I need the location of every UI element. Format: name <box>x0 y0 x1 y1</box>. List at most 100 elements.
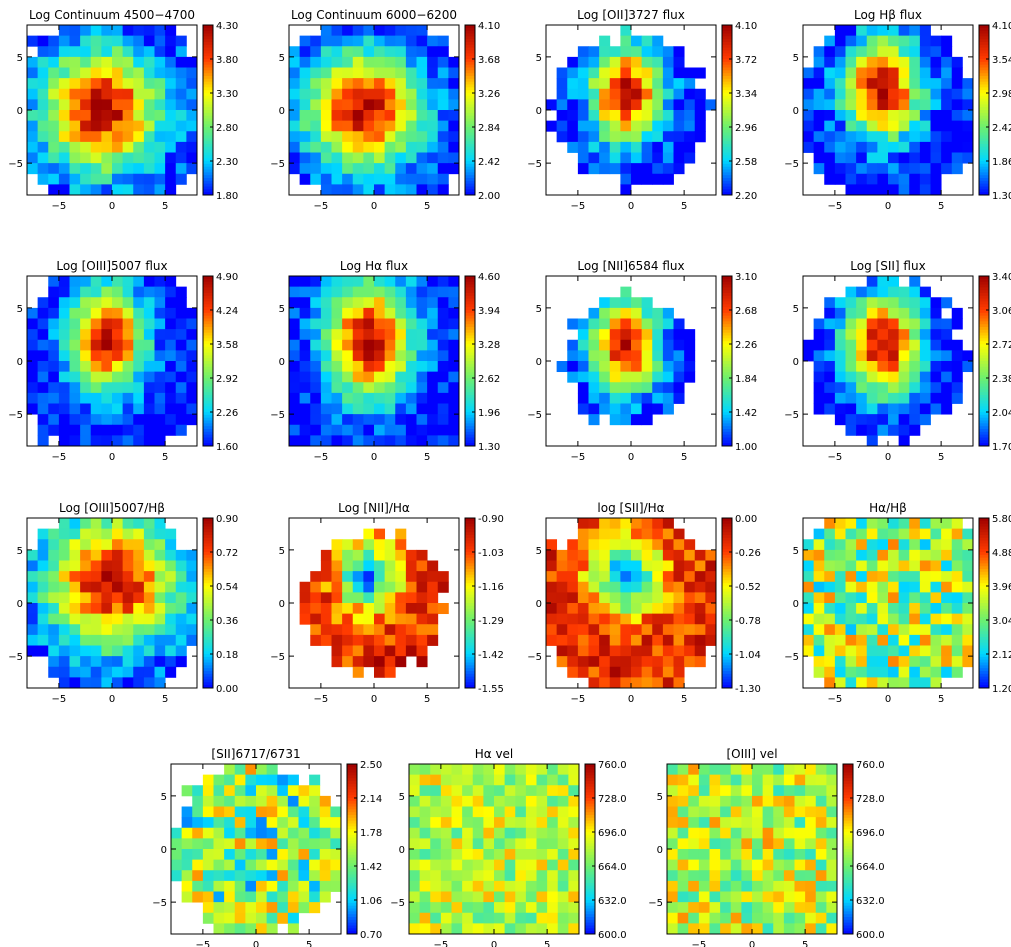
heatmap-cell <box>27 110 39 122</box>
heatmap-cell <box>762 827 774 839</box>
colorbar-segment <box>203 84 213 88</box>
heatmap-cell <box>395 435 407 447</box>
y-tick-label: 5 <box>536 304 542 315</box>
colorbar-segment <box>585 883 595 887</box>
heatmap-cell <box>395 56 407 68</box>
heatmap-cell <box>440 795 452 807</box>
colorbar-segment <box>203 161 213 165</box>
colorbar-segment <box>722 569 732 573</box>
heatmap-cell <box>909 634 921 646</box>
colorbar-segment <box>203 135 213 139</box>
heatmap-cell <box>698 827 710 839</box>
heatmap-cell <box>824 361 836 373</box>
heatmap-cell <box>58 78 70 90</box>
heatmap-cell <box>641 361 653 373</box>
heatmap-cell <box>331 67 343 79</box>
heatmap-cell <box>877 581 889 593</box>
heatmap-cell <box>175 297 187 309</box>
heatmap-cell <box>547 880 559 892</box>
colorbar-segment <box>722 648 732 652</box>
heatmap-cell <box>813 350 825 362</box>
colorbar-segment <box>203 395 213 399</box>
heatmap-cell <box>845 131 857 143</box>
heatmap-cell <box>416 307 428 319</box>
colorbar-segment <box>722 673 732 678</box>
heatmap-cell <box>462 795 474 807</box>
colorbar-segment <box>722 346 732 351</box>
colorbar-segment <box>979 673 989 678</box>
heatmap-cell <box>557 806 569 818</box>
heatmap-cell <box>234 764 246 776</box>
heatmap-cell <box>101 35 113 47</box>
colorbar-segment <box>465 662 475 666</box>
heatmap-cell <box>289 276 301 288</box>
heatmap-cell <box>90 152 102 164</box>
heatmap-cell <box>287 859 299 871</box>
heatmap-cell <box>888 99 900 111</box>
heatmap-cell <box>567 88 579 100</box>
colorbar-segment <box>979 434 989 438</box>
heatmap-cell <box>730 859 742 871</box>
heatmap-cell <box>175 592 187 604</box>
heatmap-cell <box>112 371 124 383</box>
heatmap-cell <box>599 78 611 90</box>
heatmap-cell <box>641 528 653 540</box>
heatmap-cell <box>620 571 632 583</box>
heatmap-cell <box>677 902 689 914</box>
heatmap-cell <box>919 286 931 298</box>
heatmap-cell <box>688 827 700 839</box>
heatmap-cell <box>826 806 838 818</box>
heatmap-cell <box>80 78 92 90</box>
heatmap-cell <box>483 838 495 850</box>
colorbar-segment <box>203 180 213 185</box>
heatmap-cell <box>299 35 311 47</box>
x-tick-label: 5 <box>938 452 944 463</box>
heatmap-cell <box>662 634 674 646</box>
colorbar-segment <box>843 928 853 932</box>
heatmap-cell <box>363 350 375 362</box>
heatmap-cell <box>69 46 81 58</box>
heatmap-cell <box>556 120 568 132</box>
colorbar-segment <box>722 614 732 618</box>
heatmap-cell <box>374 35 386 47</box>
colorbar-segment <box>979 535 989 539</box>
heatmap-cell <box>154 549 166 561</box>
heatmap-cell <box>609 414 621 426</box>
colorbar-segment <box>843 803 853 807</box>
heatmap-cell <box>845 518 857 530</box>
heatmap-cell <box>154 120 166 132</box>
heatmap-cell <box>112 173 124 185</box>
heatmap-cell <box>909 339 921 351</box>
heatmap-cell <box>941 666 953 678</box>
heatmap-cell <box>427 120 439 132</box>
heatmap-cell <box>363 371 375 383</box>
heatmap-cell <box>494 764 506 776</box>
heatmap-cell <box>165 286 177 298</box>
heatmap-cell <box>834 120 846 132</box>
heatmap-cell <box>741 849 753 861</box>
colorbar-segment <box>465 155 475 159</box>
colorbar-segment <box>203 327 213 331</box>
heatmap-cell <box>289 318 301 330</box>
heatmap-cell <box>213 838 225 850</box>
heatmap-cell <box>856 549 868 561</box>
colorbar-segment <box>585 931 595 935</box>
heatmap-cell <box>299 414 311 426</box>
heatmap-cell <box>331 173 343 185</box>
colorbar-segment <box>722 552 732 556</box>
heatmap-cell <box>122 645 134 657</box>
colorbar-segment <box>979 400 989 404</box>
heatmap-cell <box>122 603 134 615</box>
heatmap-cell <box>416 67 428 79</box>
heatmap-cell <box>536 817 548 829</box>
heatmap-cell <box>698 764 710 776</box>
heatmap-cell <box>684 329 696 341</box>
heatmap-cell <box>416 435 428 447</box>
heatmap-cell <box>374 645 386 657</box>
heatmap-cell <box>599 297 611 309</box>
y-tick-label: 5 <box>279 304 285 315</box>
heatmap-cell <box>133 634 145 646</box>
heatmap-cell <box>824 67 836 79</box>
colorbar-segment <box>722 56 732 60</box>
heatmap-cell <box>462 870 474 882</box>
